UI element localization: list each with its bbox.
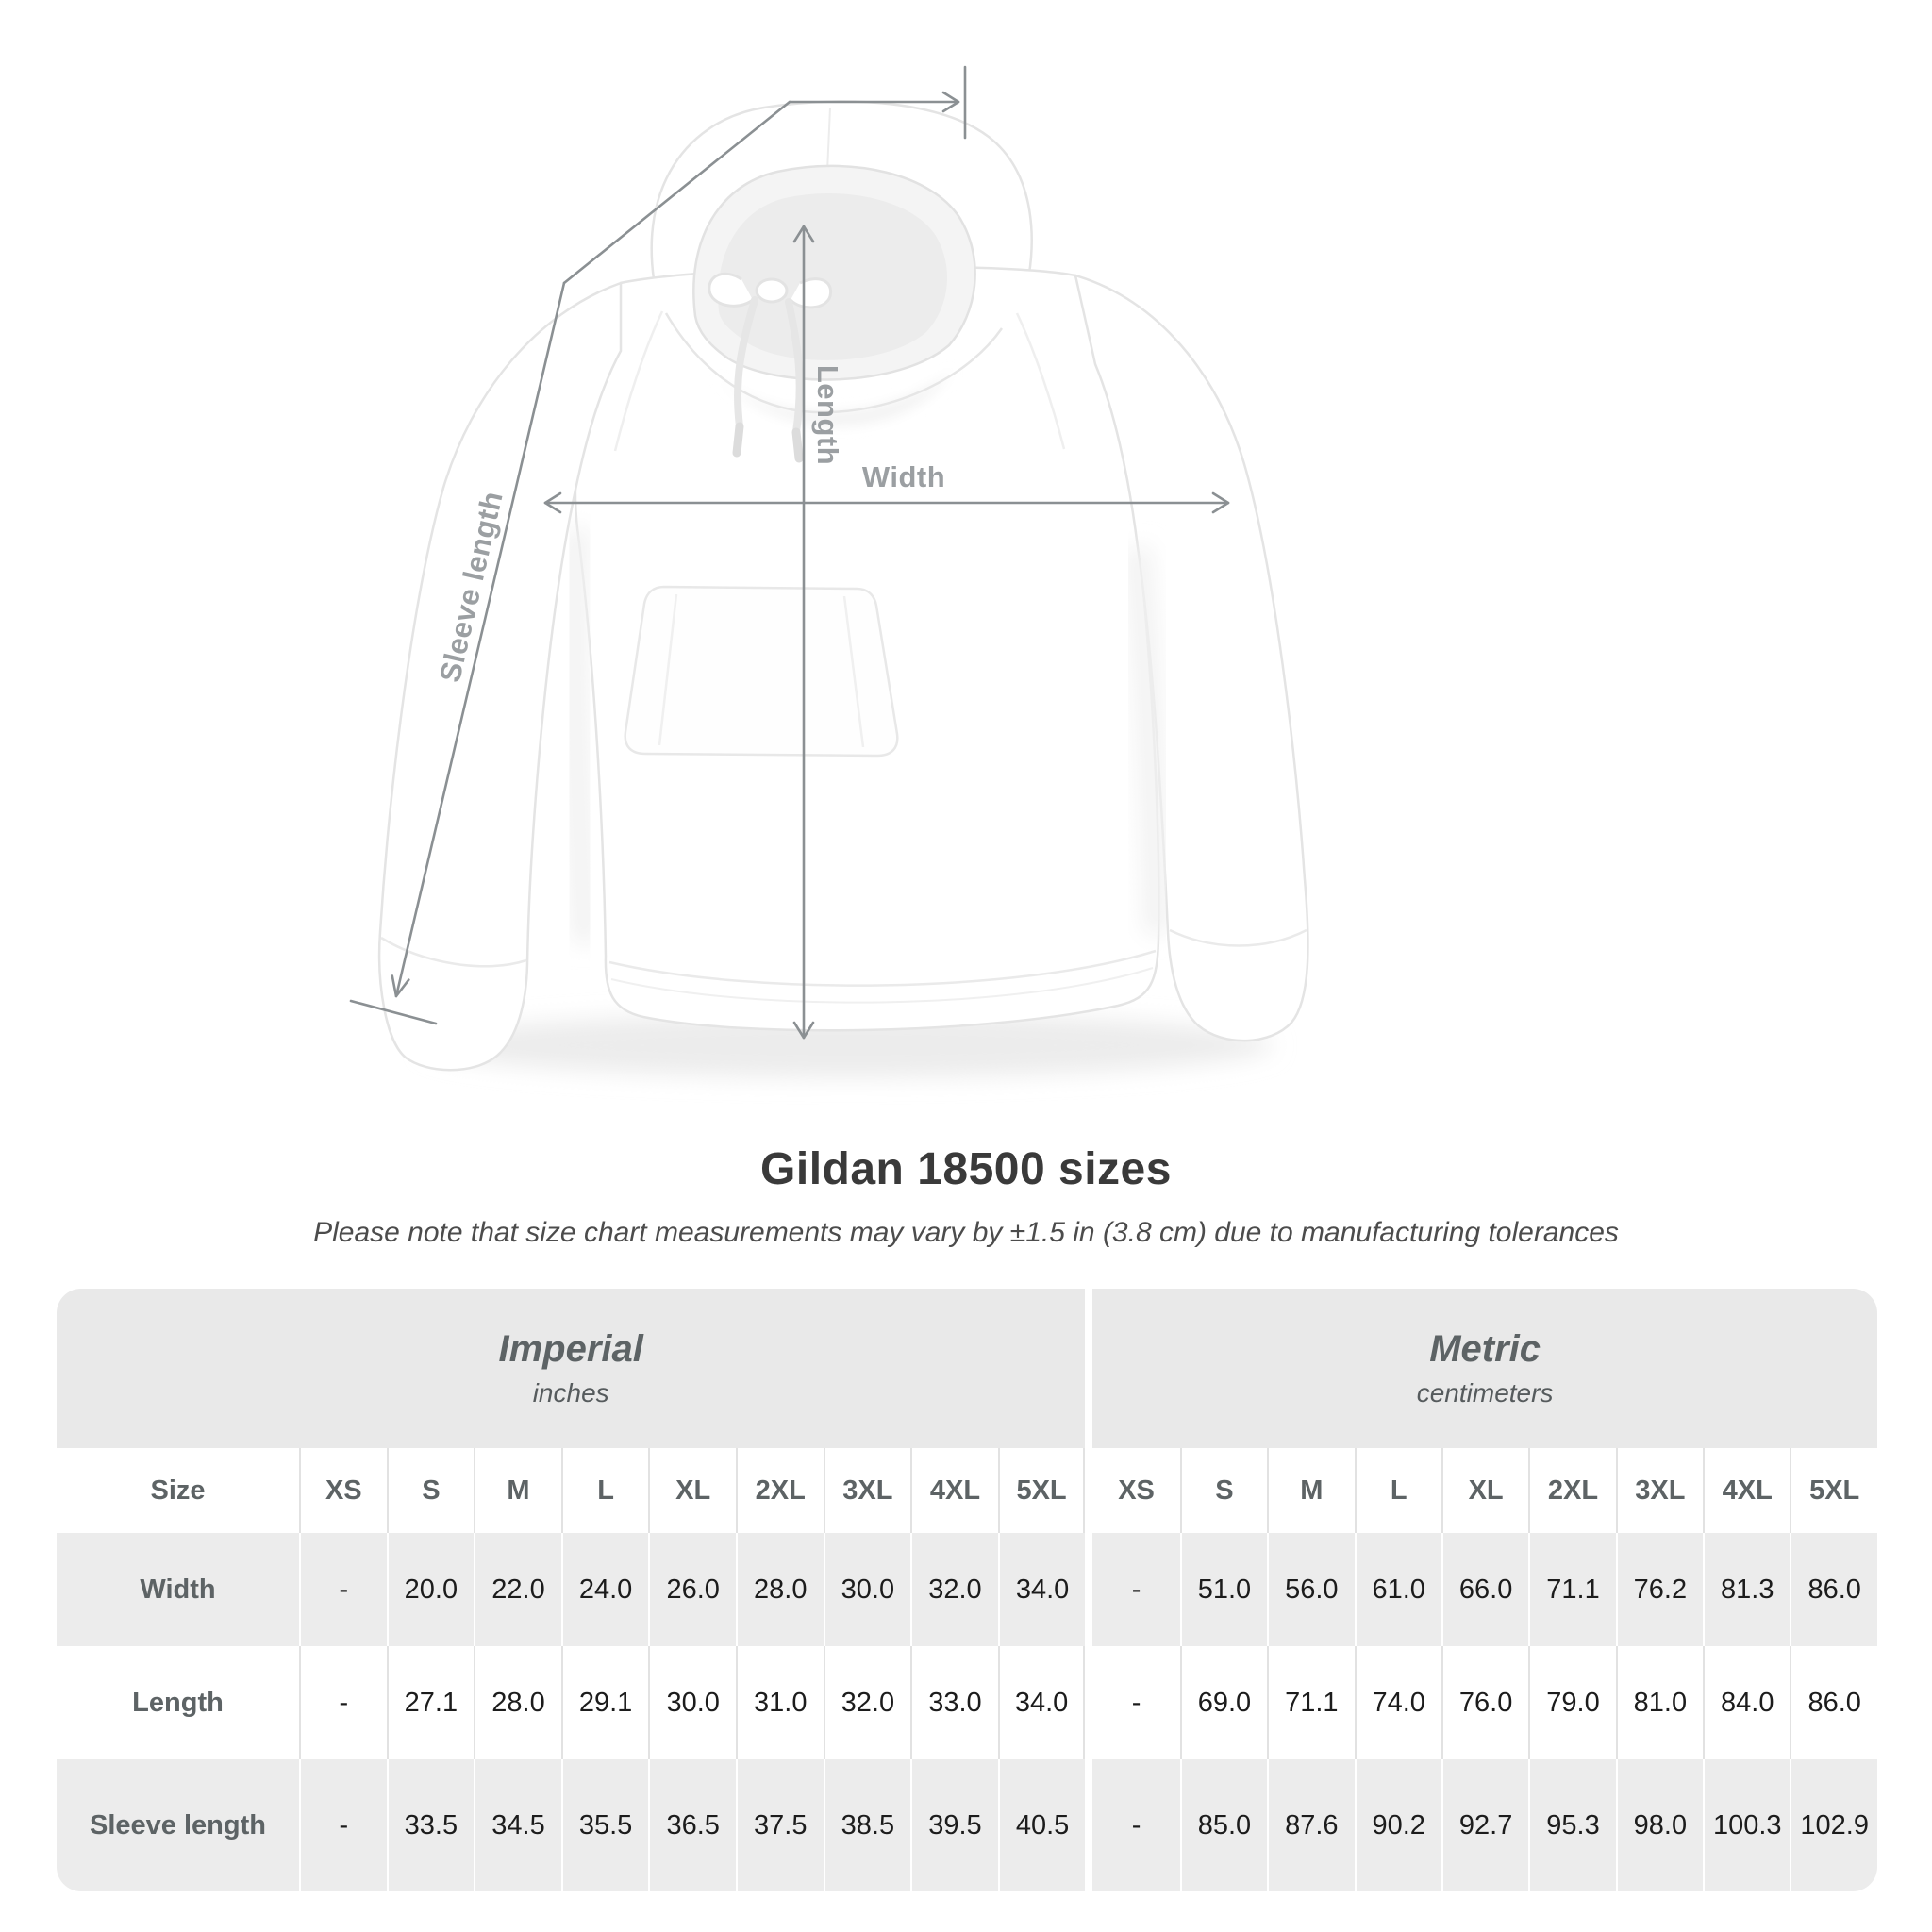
size-column-header: Size: [150, 1474, 206, 1506]
sleeve-length-imperial-cell: 35.5: [560, 1759, 649, 1891]
length-metric-cell: -: [1131, 1687, 1141, 1718]
length-metric-cell: 74.0: [1354, 1646, 1441, 1759]
metric-title: Metric: [1429, 1328, 1541, 1370]
sleeve-length-metric-cell: 98.0: [1615, 1759, 1704, 1891]
size-header-metric-3xl: 3XL: [1615, 1448, 1703, 1533]
sleeve-length-metric-cell: 100.3: [1703, 1759, 1790, 1891]
imperial-group-header: Imperial inches: [57, 1289, 1086, 1448]
imperial-title: Imperial: [498, 1328, 643, 1370]
sleeve-length-metric-cell: -: [1092, 1759, 1180, 1891]
sleeve-length-metric-cell: 90.2: [1354, 1759, 1441, 1891]
size-header-imperial-s: S: [386, 1448, 475, 1533]
length-line: [792, 225, 815, 1040]
length-metric-cell: 71.1: [1267, 1646, 1354, 1759]
width-metric-cell: 66.0: [1441, 1533, 1529, 1646]
row-label-sleeve-length: Sleeve length: [57, 1759, 299, 1891]
width-metric-cell: 56.0: [1267, 1533, 1355, 1646]
sleeve-length-imperial-cell: 34.5: [474, 1759, 561, 1891]
length-metric-cell: 86.0: [1790, 1646, 1876, 1759]
sleeve-length-metric-cell: 92.7: [1441, 1759, 1529, 1891]
size-header-metric-5xl: 5XL: [1790, 1448, 1876, 1533]
length-label: Length: [811, 364, 844, 466]
width-metric-cell: 86.0: [1790, 1533, 1877, 1646]
width-metric-cell: -: [1092, 1533, 1180, 1646]
size-header-metric-xs: XS: [1118, 1474, 1155, 1506]
length-imperial-cell: 31.0: [735, 1646, 824, 1759]
size-header-imperial-2xl: 2XL: [735, 1448, 824, 1533]
width-metric-cell: 81.3: [1703, 1533, 1790, 1646]
length-imperial-cell: 27.1: [386, 1646, 475, 1759]
size-header-imperial-xl: XL: [648, 1448, 736, 1533]
page-subtitle: Please note that size chart measurements…: [313, 1217, 1619, 1248]
sleeve-length-imperial-cell: 38.5: [823, 1759, 911, 1891]
width-metric-cell: 71.1: [1528, 1533, 1616, 1646]
length-imperial-cell: -: [299, 1646, 387, 1759]
width-metric-cell: 51.0: [1179, 1533, 1268, 1646]
sleeve-length-line: [349, 65, 967, 1025]
sleeve-length-imperial-cell: -: [299, 1759, 387, 1891]
width-imperial-cell: 26.0: [648, 1533, 736, 1646]
size-header-imperial-4xl: 4XL: [910, 1448, 998, 1533]
length-imperial-cell: 32.0: [823, 1646, 911, 1759]
length-imperial-cell: 34.0: [997, 1646, 1086, 1759]
size-header-imperial-3xl: 3XL: [823, 1448, 911, 1533]
size-header-metric-2xl: 2XL: [1528, 1448, 1615, 1533]
width-imperial-cell: 32.0: [910, 1533, 998, 1646]
length-imperial-cell: 28.0: [474, 1646, 561, 1759]
metric-group-header: Metric centimeters: [1092, 1289, 1877, 1448]
sleeve-length-imperial-cell: 40.5: [997, 1759, 1086, 1891]
width-imperial-cell: 34.0: [997, 1533, 1086, 1646]
measurement-lines: [349, 65, 1230, 1040]
size-header-metric-s: S: [1179, 1448, 1267, 1533]
hood-drawstrings: [708, 272, 833, 463]
width-metric-cell: 76.2: [1615, 1533, 1704, 1646]
sleeve-length-metric-cell: 87.6: [1267, 1759, 1355, 1891]
size-header-metric-4xl: 4XL: [1703, 1448, 1790, 1533]
length-metric-cell: 69.0: [1179, 1646, 1267, 1759]
hoodie-measurement-diagram: Length Width Sleeve length: [349, 65, 1309, 1077]
size-header-imperial-m: M: [474, 1448, 561, 1533]
length-imperial-cell: 29.1: [560, 1646, 649, 1759]
hoodie-illustration: [349, 65, 1309, 1077]
width-metric-cell: 61.0: [1354, 1533, 1441, 1646]
size-header-imperial-5xl: 5XL: [997, 1448, 1086, 1533]
sleeve-length-metric-cell: 95.3: [1528, 1759, 1616, 1891]
width-imperial-cell: 20.0: [386, 1533, 475, 1646]
sleeve-length-imperial-cell: 37.5: [735, 1759, 824, 1891]
sleeve-length-imperial-cell: 33.5: [386, 1759, 475, 1891]
sleeve-length-metric-cell: 102.9: [1790, 1759, 1877, 1891]
size-header-metric-xl: XL: [1441, 1448, 1528, 1533]
metric-unit: centimeters: [1416, 1378, 1554, 1407]
hoodie-garment: [377, 100, 1309, 1072]
width-imperial-cell: 22.0: [474, 1533, 561, 1646]
length-imperial-cell: 30.0: [648, 1646, 736, 1759]
width-label: Width: [861, 460, 946, 493]
sleeve-length-imperial-cell: 36.5: [648, 1759, 736, 1891]
length-metric-cell: 76.0: [1441, 1646, 1528, 1759]
imperial-unit: inches: [532, 1378, 609, 1407]
length-metric-cell: 81.0: [1615, 1646, 1703, 1759]
width-imperial-cell: 28.0: [735, 1533, 824, 1646]
width-imperial-cell: -: [299, 1533, 387, 1646]
width-line: [543, 491, 1230, 514]
page-title: Gildan 18500 sizes: [760, 1144, 1172, 1194]
size-table: Imperial inches Metric centimeters Size X…: [57, 1289, 1877, 1891]
ground-shadow: [425, 1013, 1274, 1077]
row-label-width: Width: [57, 1533, 299, 1646]
kangaroo-pocket: [624, 585, 899, 758]
size-header-imperial-l: L: [560, 1448, 649, 1533]
size-header-metric-m: M: [1267, 1448, 1354, 1533]
sleeve-length-metric-cell: 85.0: [1179, 1759, 1268, 1891]
sleeve-length-imperial-cell: 39.5: [910, 1759, 998, 1891]
length-imperial-cell: 33.0: [910, 1646, 998, 1759]
length-metric-cell: 79.0: [1528, 1646, 1615, 1759]
size-header-metric-l: L: [1354, 1448, 1441, 1533]
row-label-length: Length: [132, 1687, 224, 1718]
width-imperial-cell: 24.0: [560, 1533, 649, 1646]
width-imperial-cell: 30.0: [823, 1533, 911, 1646]
size-header-imperial-xs: XS: [299, 1448, 387, 1533]
length-metric-cell: 84.0: [1703, 1646, 1790, 1759]
